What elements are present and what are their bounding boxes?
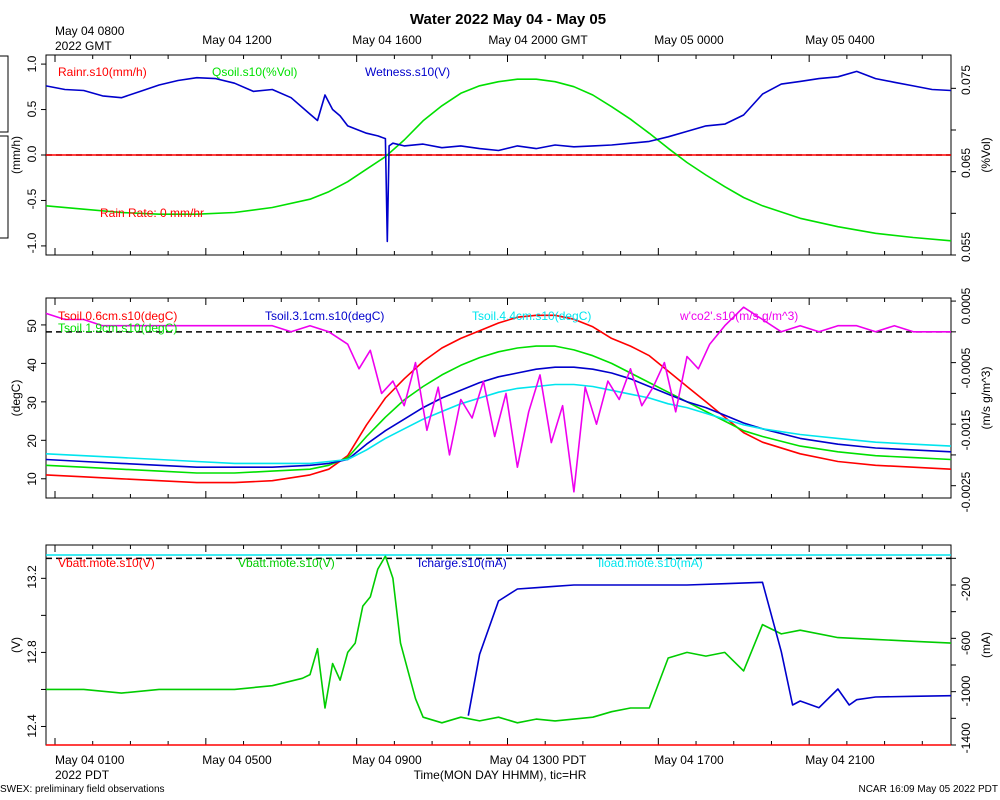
panel-battery-ylabel-left: (V) xyxy=(9,637,23,653)
legend-rainr: Rainr.s10(mm/h) xyxy=(58,65,147,79)
legend-tsoil-1-9: Tsoil.1.9cm.s10(degC) xyxy=(58,321,177,335)
legend-wetness: Wetness.s10(V) xyxy=(365,65,450,79)
panel-water-ytick-left-4: -1.0 xyxy=(25,232,39,253)
panel-water-ylabel-left: (mm/h) xyxy=(9,136,23,174)
legend-iload: Iload.mote.s10(mA) xyxy=(598,556,703,570)
series-line-0-2 xyxy=(45,70,952,243)
panel-battery-series xyxy=(46,554,952,746)
bottom-time-label-2: May 04 0900 xyxy=(352,753,422,767)
panel-soil-temp-ytick-right-1: -0.0005 xyxy=(959,347,973,388)
footer-right: NCAR 16:09 May 05 2022 PDT xyxy=(858,784,998,795)
series-line-1-3 xyxy=(45,383,952,465)
legend-tsoil-3-1: Tsoil.3.1cm.s10(degC) xyxy=(265,309,384,323)
rain-rate-annotation: Rain Rate: 0 mm/hr xyxy=(100,206,204,220)
series-line-2-1 xyxy=(46,555,952,724)
legend-icharge: Icharge.s10(mA) xyxy=(418,556,507,570)
series-line-1-4 xyxy=(45,306,951,493)
panel-water-ticks xyxy=(41,55,956,256)
panel-soil-temp-ytick-left-2: 30 xyxy=(25,396,39,410)
panel-water-ytick-right-1: 0.065 xyxy=(959,148,973,178)
panel-soil-temp-ytick-left-1: 40 xyxy=(25,358,39,372)
top-time-label-2: May 04 1600 xyxy=(352,33,422,47)
series-line-0-1 xyxy=(45,78,952,242)
series-line-1-2 xyxy=(45,366,952,469)
bottom-time-label-0: May 04 0100 xyxy=(55,753,125,767)
legend-wco2: w'co2'.s10(m/s g/m^3) xyxy=(679,309,798,323)
panel-soil-temp-ytick-left-3: 20 xyxy=(25,434,39,448)
panel-water-ytick-left-0: 1.0 xyxy=(25,55,39,72)
panel-soil-temp-series xyxy=(45,306,952,493)
panel-battery: 13.2 12.8 12.4 (V) -200 -600 -1000 -1400… xyxy=(9,544,993,753)
panel-battery-frame xyxy=(45,544,952,746)
panel-battery-ytick-right-3: -1400 xyxy=(959,722,973,753)
panel-soil-temp-ylabel-right: (m/s g/m^3) xyxy=(979,367,993,430)
top-time-label-1: May 04 1200 xyxy=(202,33,272,47)
left-edge-brackets xyxy=(0,55,9,239)
panel-battery-ytick-right-2: -1000 xyxy=(959,675,973,706)
top-time-label-4: May 05 0000 xyxy=(654,33,724,47)
panel-water-ytick-right-0: 0.075 xyxy=(959,65,973,95)
legend-vbatt-green: Vbatt.mote.s10(V) xyxy=(238,556,335,570)
panel-soil-temp-frame xyxy=(45,297,952,499)
legend-vbatt-red: Vbatt.mote.s10(V) xyxy=(58,556,155,570)
x-axis-label: Time(MON DAY HHMM), tic=HR xyxy=(414,768,587,782)
panel-battery-ytick-left-1: 12.8 xyxy=(25,640,39,664)
top-time-label-5: May 05 0400 xyxy=(805,33,875,47)
panel-water-ytick-left-3: -0.5 xyxy=(25,188,39,209)
panel-water-ylabel-right: (%Vol) xyxy=(979,137,993,172)
panel-water-ytick-left-1: 0.5 xyxy=(25,100,39,117)
panel-battery-ytick-left-2: 12.4 xyxy=(25,714,39,738)
series-line-2-2 xyxy=(467,581,952,716)
bottom-time-label-1: May 04 0500 xyxy=(202,753,272,767)
series-line-1-1 xyxy=(45,345,952,474)
top-time-label-3: May 04 2000 GMT xyxy=(488,33,588,47)
panel-water-ytick-right-2: 0.055 xyxy=(959,232,973,262)
legend-qsoil: Qsoil.s10(%Vol) xyxy=(212,65,297,79)
panel-soil-temp-ytick-right-2: -0.0015 xyxy=(959,409,973,450)
bottom-time-label-5: May 04 2100 xyxy=(805,753,875,767)
legend-tsoil-4-4: Tsoil.4.4cm.s10(degC) xyxy=(472,309,591,323)
panel-soil-temp-ytick-left-0: 50 xyxy=(25,319,39,333)
legend-tsoil-0-6: Tsoil.0.6cm.s10(degC) xyxy=(58,309,177,323)
top-year-label: 2022 GMT xyxy=(55,39,112,53)
series-line-1-0 xyxy=(45,314,952,484)
panel-battery-ytick-left-0: 13.2 xyxy=(25,565,39,589)
bottom-year-label: 2022 PDT xyxy=(55,768,110,782)
bottom-time-label-3: May 04 1300 PDT xyxy=(490,753,587,767)
bottom-time-label-4: May 04 1700 xyxy=(654,753,724,767)
panel-soil-temp-ytick-left-4: 10 xyxy=(25,472,39,486)
chart-title: Water 2022 May 04 - May 05 xyxy=(410,11,606,28)
panel-water: 1.0 0.5 0.0 -0.5 -1.0 (mm/h) 0.075 0.065… xyxy=(9,54,993,262)
panel-soil-temp-ytick-right-0: 0.0005 xyxy=(959,287,973,324)
panel-water-ytick-left-2: 0.0 xyxy=(25,145,39,162)
panel-soil-temp-ylabel-left: (degC) xyxy=(9,380,23,417)
panel-soil-temp: 50 40 30 20 10 (degC) 0.0005 -0.0005 -0.… xyxy=(9,287,993,512)
panel-soil-temp-ytick-right-3: -0.0025 xyxy=(959,471,973,512)
panel-battery-ytick-right-1: -600 xyxy=(959,631,973,655)
panel-battery-ticks xyxy=(41,545,956,746)
top-time-label-0: May 04 0800 xyxy=(55,24,125,38)
panel-battery-ytick-right-0: -200 xyxy=(959,577,973,601)
panel-soil-temp-ticks xyxy=(41,298,956,498)
footer-left: SWEX: preliminary field observations xyxy=(0,784,165,795)
panel-water-series xyxy=(45,70,952,243)
panel-battery-ylabel-right: (mA) xyxy=(979,632,993,658)
